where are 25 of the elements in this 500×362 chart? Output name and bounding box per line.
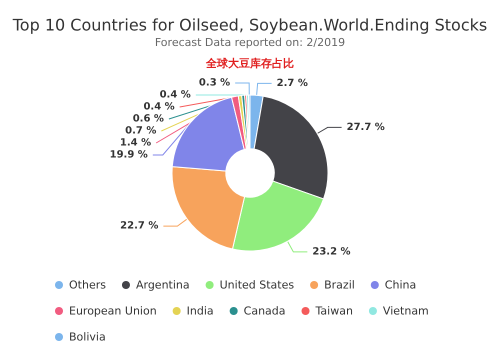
data-label: 0.4 % [143, 102, 175, 113]
legend-label: European Union [69, 304, 157, 318]
data-label: 19.9 % [110, 150, 148, 161]
data-label: 0.6 % [132, 114, 164, 125]
legend-label: Brazil [324, 278, 355, 292]
legend-label: United States [220, 278, 294, 292]
legend-label: China [384, 278, 416, 292]
data-label: 1.4 % [120, 138, 152, 149]
chart-title: Top 10 Countries for Oilseed, Soybean.World.Ending Stocks [12, 16, 488, 34]
legend-label: Argentina [136, 278, 190, 292]
data-label: 22.7 % [120, 220, 158, 232]
data-label: 27.7 % [346, 122, 385, 133]
legend-label: Taiwan [314, 304, 353, 318]
text: 全球大豆库存占比 [205, 57, 294, 70]
legend-label: India [186, 304, 214, 318]
legend-label: Others [69, 278, 106, 292]
legend-label: Bolivia [69, 330, 106, 344]
data-label: 23.2 % [312, 246, 351, 258]
data-label: 0.4 % [160, 90, 191, 101]
data-label: 0.3 % [198, 78, 230, 89]
data-label: 2.7 % [276, 78, 308, 89]
chart-subtitle: Forecast Data reported on: 2/2019 [154, 36, 346, 49]
data-label: 0.7 % [125, 126, 156, 137]
legend-label: Vietnam [382, 304, 429, 318]
legend-label: Canada [244, 304, 286, 318]
